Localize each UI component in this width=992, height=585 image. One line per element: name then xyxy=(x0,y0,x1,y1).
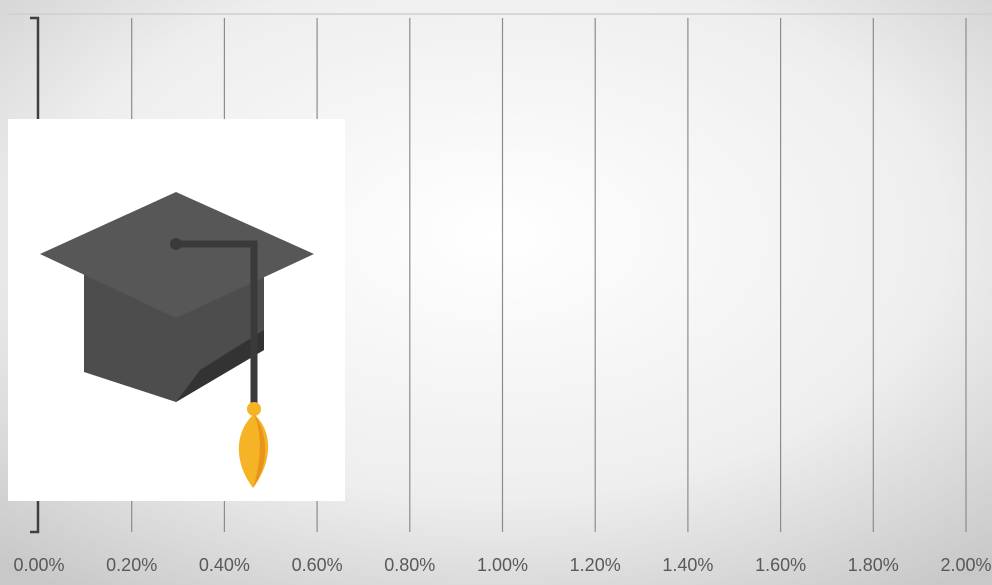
x-axis-labels: 0.00% 0.20% 0.40% 0.60% 0.80% 1.00% 1.20% 1.40%… xyxy=(13,555,991,575)
tassel-shade xyxy=(253,414,266,488)
cap-shadow xyxy=(176,330,264,402)
x-tick-label: 1.80% xyxy=(848,555,899,575)
x-tick-label: 2.00% xyxy=(940,555,991,575)
x-tick-label: 1.20% xyxy=(570,555,621,575)
x-tick-label: 0.40% xyxy=(199,555,250,575)
x-tick-label: 0.60% xyxy=(292,555,343,575)
cap-board xyxy=(40,192,314,318)
tassel-cord xyxy=(176,240,258,405)
x-tick-label: 0.00% xyxy=(13,555,64,575)
x-tick-label: 0.80% xyxy=(384,555,435,575)
x-tick-label: 1.60% xyxy=(755,555,806,575)
cap-button xyxy=(170,238,182,250)
x-tick-label: 1.00% xyxy=(477,555,528,575)
x-tick-label: 1.40% xyxy=(662,555,713,575)
tassel-knot xyxy=(247,402,261,416)
picture xyxy=(8,119,345,501)
x-tick-label: 0.20% xyxy=(106,555,157,575)
